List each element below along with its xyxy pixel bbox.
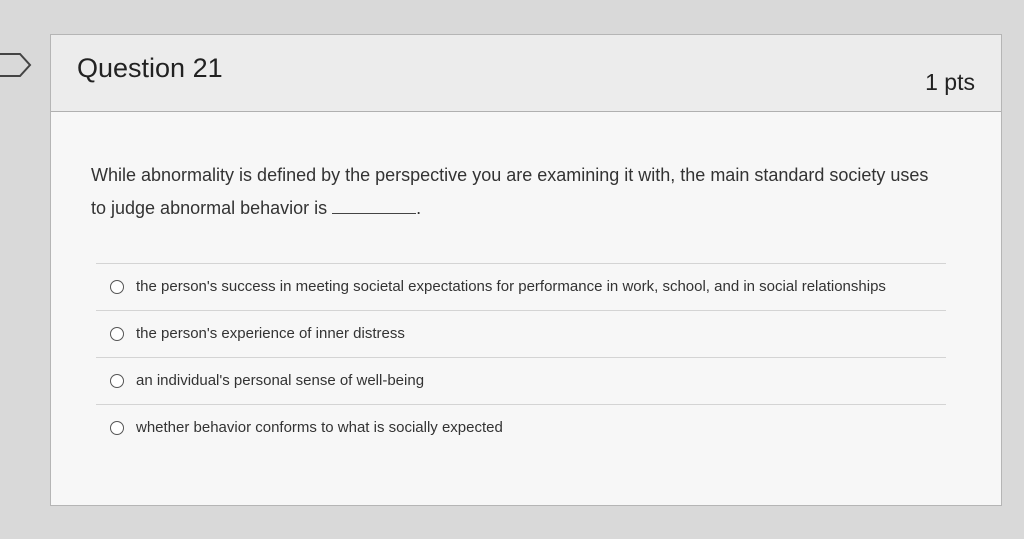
answer-option[interactable]: the person's success in meeting societal… — [96, 264, 946, 310]
answer-label: the person's success in meeting societal… — [136, 278, 886, 295]
radio-button-icon[interactable] — [110, 421, 124, 435]
divider — [96, 357, 946, 358]
radio-button-icon[interactable] — [110, 374, 124, 388]
divider — [96, 263, 946, 264]
answer-option[interactable]: whether behavior conforms to what is soc… — [96, 405, 946, 451]
radio-button-icon[interactable] — [110, 327, 124, 341]
question-card: Question 21 1 pts While abnormality is d… — [50, 34, 1002, 506]
answer-option[interactable]: the person's experience of inner distres… — [96, 311, 946, 357]
question-title: Question 21 — [77, 53, 223, 83]
question-text: While abnormality is defined by the pers… — [91, 165, 929, 218]
answer-label: the person's experience of inner distres… — [136, 325, 405, 342]
answer-blank — [332, 197, 417, 214]
question-header: Question 21 1 pts — [51, 35, 1001, 112]
bookmark-flag-icon[interactable] — [0, 52, 34, 78]
answer-option[interactable]: an individual's personal sense of well-b… — [96, 358, 946, 404]
answer-label: an individual's personal sense of well-b… — [136, 372, 425, 389]
radio-button-icon[interactable] — [110, 280, 124, 294]
answer-list: the person's success in meeting societal… — [96, 263, 946, 451]
answer-label: whether behavior conforms to what is soc… — [136, 419, 503, 436]
divider — [96, 310, 946, 311]
divider — [96, 404, 946, 405]
question-points: 1 pts — [925, 69, 975, 95]
